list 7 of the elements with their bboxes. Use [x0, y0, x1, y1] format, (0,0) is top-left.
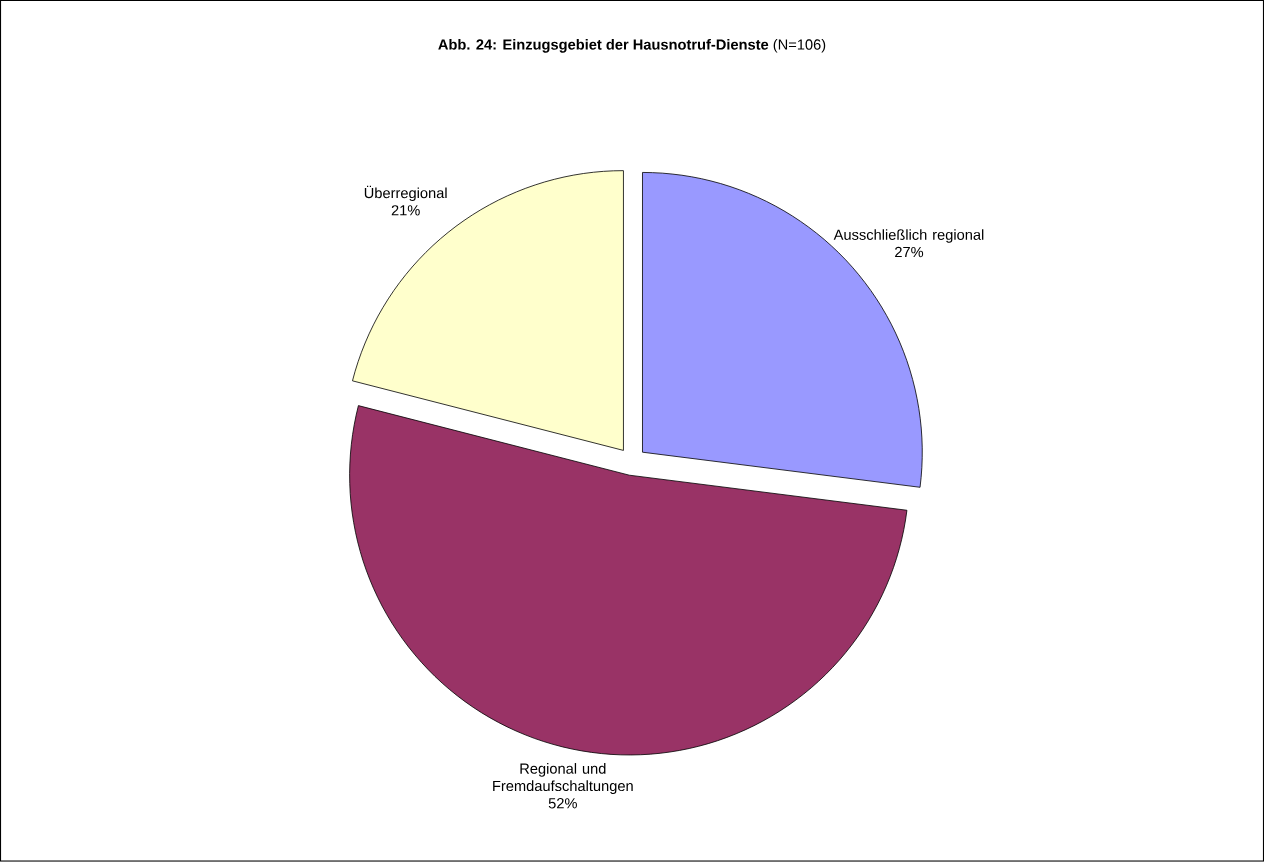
slice-label: Ausschließlich regional: [833, 229, 984, 243]
slice-label: Überregional: [364, 185, 447, 202]
slice-label: Regional und Fremdaufschaltungen: [493, 763, 633, 795]
data-label: 27%: [895, 247, 924, 258]
data-label: 52%: [548, 798, 577, 809]
data-label: 21%: [391, 205, 420, 216]
chart-title: Abb. 24: Einzugsgebiet der Hausnotruf-Dienste (N=106): [438, 39, 826, 53]
